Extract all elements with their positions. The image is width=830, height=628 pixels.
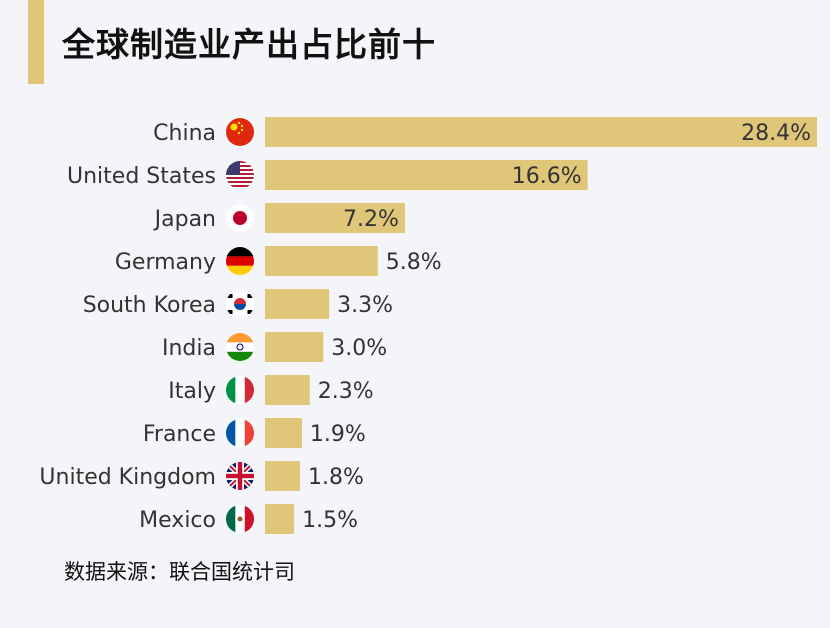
japan-flag-icon: [226, 204, 254, 232]
category-label: United States: [67, 164, 216, 189]
category-label: China: [153, 121, 216, 146]
china-flag-icon: [226, 118, 254, 146]
value-label: 1.8%: [308, 465, 364, 490]
germany-flag-icon: [226, 247, 254, 275]
south-korea-flag-icon: [226, 290, 254, 318]
chart-title: 全球制造业产出占比前十: [62, 25, 436, 64]
category-label: India: [162, 336, 216, 361]
category-label: Italy: [168, 379, 216, 404]
value-label: 3.0%: [331, 336, 387, 361]
bar: [265, 246, 378, 276]
title-accent-bar: [28, 0, 44, 84]
category-label: Germany: [115, 250, 216, 275]
bar: [265, 461, 300, 491]
bar: [265, 203, 405, 233]
value-label: 2.3%: [318, 379, 374, 404]
value-label: 1.5%: [302, 508, 358, 533]
bar: [265, 418, 302, 448]
value-label: 16.6%: [512, 164, 582, 189]
india-flag-icon: [226, 333, 254, 361]
bar: [265, 332, 324, 362]
source-note: 数据来源：联合国统计司: [64, 560, 295, 584]
value-label: 3.3%: [337, 293, 393, 318]
value-label: 5.8%: [386, 250, 442, 275]
usa-flag-icon: [226, 161, 254, 189]
bar: [265, 160, 588, 190]
category-label: Japan: [153, 207, 216, 232]
category-label: Mexico: [139, 508, 216, 533]
category-label: United Kingdom: [39, 465, 216, 490]
mexico-flag-icon: [226, 505, 254, 533]
france-flag-icon: [226, 419, 254, 447]
bar: [265, 289, 330, 319]
uk-flag-icon: [226, 462, 254, 490]
category-label: South Korea: [83, 293, 216, 318]
value-label: 1.9%: [310, 422, 366, 447]
category-label: France: [143, 422, 216, 447]
italy-flag-icon: [226, 376, 254, 404]
bar: [265, 504, 295, 534]
bar: [265, 117, 817, 147]
value-label: 28.4%: [741, 121, 811, 146]
value-label: 7.2%: [343, 207, 399, 232]
bar: [265, 375, 310, 405]
